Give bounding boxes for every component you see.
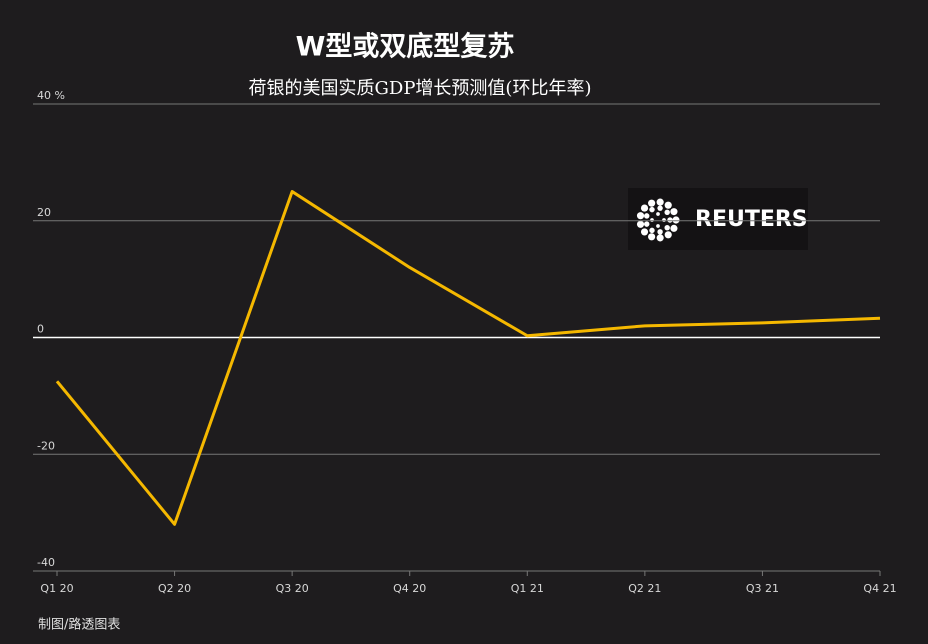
- source: 制图/路透图表: [38, 617, 120, 633]
- x-tick-label: Q4 20: [393, 582, 426, 595]
- logo-dot: [664, 231, 672, 239]
- logo-dot: [656, 212, 660, 216]
- logo-dot: [662, 218, 666, 222]
- logo-dot: [670, 224, 678, 232]
- logo-dot: [656, 234, 664, 242]
- x-tick-label: Q1 20: [40, 582, 73, 595]
- x-tick-label: Q1 21: [511, 582, 544, 595]
- logo-dot: [656, 198, 664, 206]
- y-tick-label: 20: [37, 206, 51, 219]
- logo-dot: [644, 213, 650, 219]
- logo-dot: [649, 227, 655, 234]
- logo-dot: [648, 233, 656, 241]
- x-tick-label: Q2 21: [628, 582, 661, 595]
- logo-dot: [657, 229, 663, 235]
- logo-dot: [664, 201, 672, 209]
- logo-dot: [664, 209, 670, 216]
- logo-dot: [648, 199, 656, 207]
- logo-dot: [650, 218, 654, 222]
- logo-dot: [636, 220, 645, 228]
- y-tick-label: 0: [37, 323, 44, 336]
- logo-dot: [657, 205, 663, 211]
- logo-dot: [649, 206, 655, 213]
- series-line: [55, 190, 881, 526]
- logo-dots: [636, 198, 680, 242]
- y-tick-label: -20: [37, 439, 55, 452]
- x-tick-label: Q3 20: [276, 582, 309, 595]
- logo-dot: [670, 208, 678, 216]
- logo-text: REUTERS: [695, 207, 808, 232]
- logo-dot: [636, 212, 645, 220]
- logo-dot: [640, 204, 649, 212]
- x-tick-label: Q2 20: [158, 582, 191, 595]
- y-tick-label: -40: [37, 556, 55, 569]
- y-tick-label: 40 %: [37, 89, 65, 102]
- x-tick-label: Q3 21: [746, 582, 779, 595]
- logo-dot: [672, 216, 680, 224]
- chart-title: W型或双底型复苏: [296, 31, 515, 63]
- logo-dot: [667, 217, 673, 223]
- logo-dot: [644, 221, 650, 227]
- chart-subtitle: 荷银的美国实质GDP增长预测值(环比年率): [249, 78, 592, 99]
- logo: REUTERS: [628, 188, 808, 250]
- logo-dot: [656, 224, 660, 228]
- logo-dot: [664, 224, 670, 231]
- logo-dot: [640, 228, 649, 236]
- x-tick-label: Q4 21: [863, 582, 896, 595]
